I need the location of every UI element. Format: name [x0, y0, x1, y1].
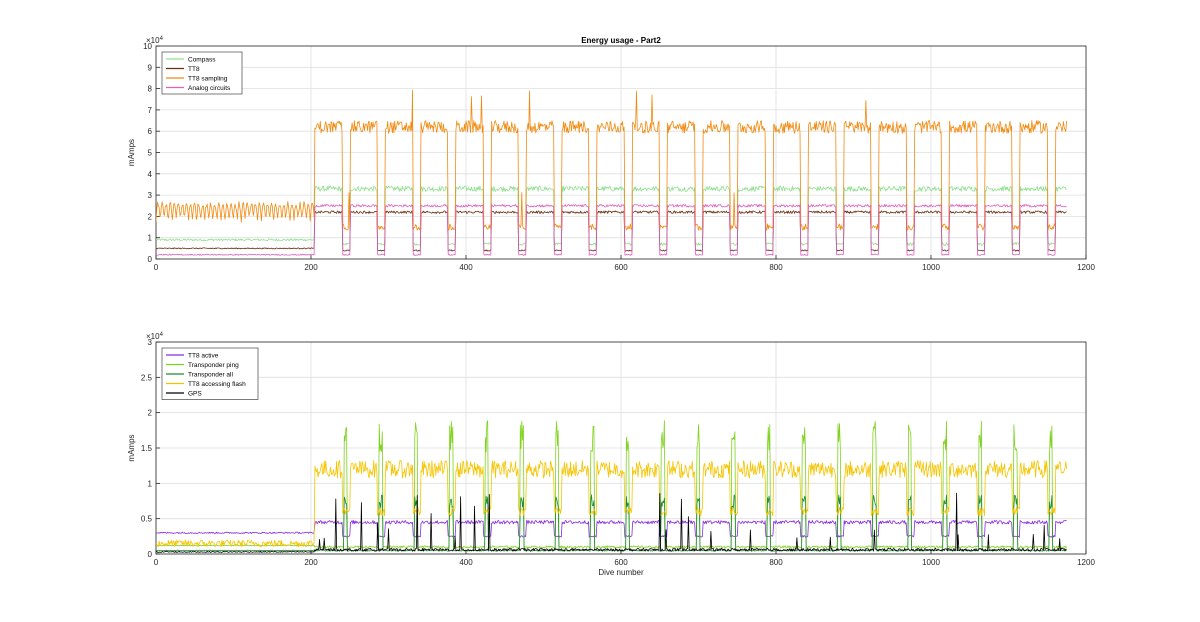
x-axis-label: Dive number — [598, 568, 644, 577]
y-tick-label: 10 — [143, 42, 152, 51]
y-exponent-power: 4 — [160, 36, 164, 42]
series-line-analog-circuits — [156, 204, 1067, 256]
series-group — [156, 420, 1067, 553]
y-exponent-power: 4 — [160, 332, 164, 338]
x-tick-label: 400 — [459, 558, 473, 567]
y-tick-label: 8 — [148, 85, 153, 94]
y-exponent: ×104 — [146, 332, 164, 341]
legend-label: GPS — [188, 391, 202, 398]
y-tick-label: 2.5 — [141, 373, 153, 382]
y-tick-label: 6 — [148, 127, 153, 136]
legend-label: TT8 active — [188, 353, 219, 360]
y-tick-label: 5 — [148, 149, 153, 158]
y-tick-label: 0.5 — [141, 515, 153, 524]
x-tick-label: 800 — [769, 558, 783, 567]
legend-label: Transponder ping — [188, 362, 239, 369]
y-tick-label: 3 — [148, 191, 153, 200]
x-tick-label: 0 — [154, 558, 159, 567]
y-axis-label: mAmps — [127, 139, 136, 166]
x-tick-label: 1200 — [1077, 263, 1095, 272]
x-tick-label: 200 — [304, 558, 318, 567]
y-tick-label: 2 — [148, 212, 153, 221]
y-tick-label: 3 — [148, 338, 153, 347]
y-exponent: ×104 — [146, 36, 164, 45]
y-tick-label: 9 — [148, 63, 153, 72]
legend-label: Analog circuits — [188, 85, 231, 92]
x-tick-label: 0 — [154, 263, 159, 272]
legend-label: TT8 accessing flash — [188, 381, 246, 388]
series-line-compass — [156, 185, 1067, 246]
x-tick-label: 600 — [614, 558, 628, 567]
series-line-tt8-active — [156, 520, 1067, 538]
series-line-tt8-accessing-flash — [156, 460, 1067, 548]
x-tick-label: 200 — [304, 263, 318, 272]
legend-label: TT8 sampling — [188, 76, 228, 83]
legend-label: TT8 — [188, 66, 200, 73]
y-tick-label: 4 — [148, 170, 153, 179]
x-tick-label: 400 — [459, 263, 473, 272]
y-tick-label: 2 — [148, 409, 153, 418]
y-tick-label: 1 — [148, 234, 153, 243]
y-tick-label: 7 — [148, 106, 153, 115]
legend-label: Compass — [188, 57, 216, 64]
chart-title: Energy usage - Part2 — [581, 36, 661, 45]
legend-label: Transponder all — [188, 372, 233, 379]
y-tick-label: 0 — [148, 550, 153, 559]
y-tick-label: 1 — [148, 479, 153, 488]
y-tick-label: 1.5 — [141, 444, 153, 453]
series-line-gps — [156, 492, 1067, 553]
series-line-transponder-all — [156, 494, 1067, 552]
top-axes: 0 200 400 600 800 1000 1200 0 1 2 3 4 5 6 7 8 9 10×104 Ene… — [127, 36, 1095, 272]
series-line-tt8 — [156, 210, 1067, 252]
bottom-axes: 0 200 400 600 800 1000 1200 0 0.5 1 1.5 2 2.5 3×104 mA… — [127, 332, 1095, 577]
x-tick-label: 1000 — [922, 263, 940, 272]
x-tick-label: 600 — [614, 263, 628, 272]
series-group — [156, 89, 1067, 256]
x-tick-label: 1000 — [922, 558, 940, 567]
series-line-transponder-ping — [156, 420, 1067, 549]
series-line-tt8-sampling — [156, 89, 1067, 231]
x-tick-label: 1200 — [1077, 558, 1095, 567]
x-tick-label: 800 — [769, 263, 783, 272]
y-tick-label: 0 — [148, 255, 153, 264]
y-axis-label: mAmps — [127, 434, 136, 461]
